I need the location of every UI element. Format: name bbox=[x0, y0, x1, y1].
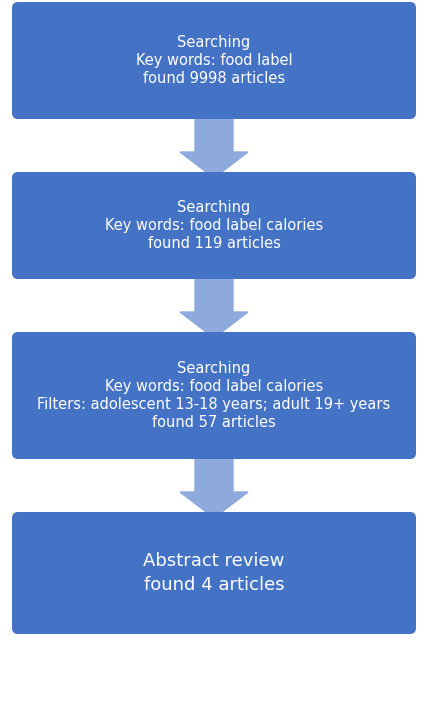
Polygon shape bbox=[180, 453, 248, 518]
Text: found 4 articles: found 4 articles bbox=[144, 576, 284, 594]
Text: Key words: food label calories: Key words: food label calories bbox=[105, 218, 323, 233]
FancyBboxPatch shape bbox=[12, 2, 416, 119]
Text: found 57 articles: found 57 articles bbox=[152, 415, 276, 430]
Text: Searching: Searching bbox=[177, 35, 251, 50]
Text: found 9998 articles: found 9998 articles bbox=[143, 71, 285, 86]
Polygon shape bbox=[180, 113, 248, 178]
FancyBboxPatch shape bbox=[12, 332, 416, 459]
Text: found 119 articles: found 119 articles bbox=[148, 236, 280, 251]
Text: Searching: Searching bbox=[177, 361, 251, 376]
Polygon shape bbox=[180, 273, 248, 338]
Text: Abstract review: Abstract review bbox=[143, 552, 285, 570]
FancyBboxPatch shape bbox=[12, 512, 416, 634]
Text: Key words: food label: Key words: food label bbox=[136, 53, 292, 68]
FancyBboxPatch shape bbox=[12, 172, 416, 279]
Text: Filters: adolescent 13-18 years; adult 19+ years: Filters: adolescent 13-18 years; adult 1… bbox=[37, 397, 391, 412]
Text: Key words: food label calories: Key words: food label calories bbox=[105, 379, 323, 394]
Text: Searching: Searching bbox=[177, 200, 251, 215]
